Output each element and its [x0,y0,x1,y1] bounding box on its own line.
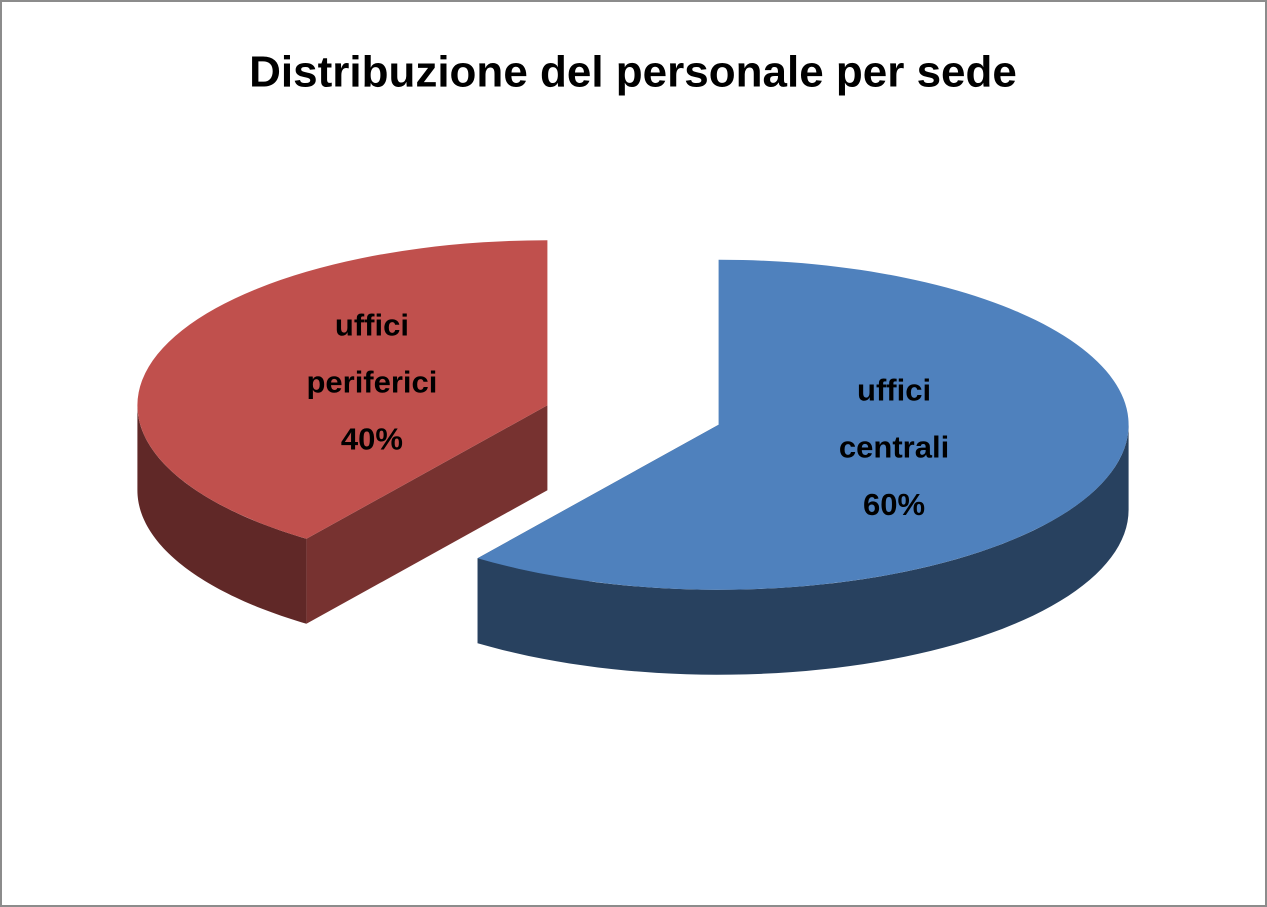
data-label-category: uffici periferici [306,308,437,400]
slice-side [477,424,1129,675]
chart-title: Distribuzione del personale per sede [249,48,1017,97]
slice-side [137,405,307,624]
slice-cut-face [306,405,548,624]
data-label-value: 60% [863,487,925,522]
slice [137,240,548,539]
slice [477,259,1129,590]
data-label-value: 40% [341,422,403,457]
data-label-category: uffici centrali [839,373,949,465]
